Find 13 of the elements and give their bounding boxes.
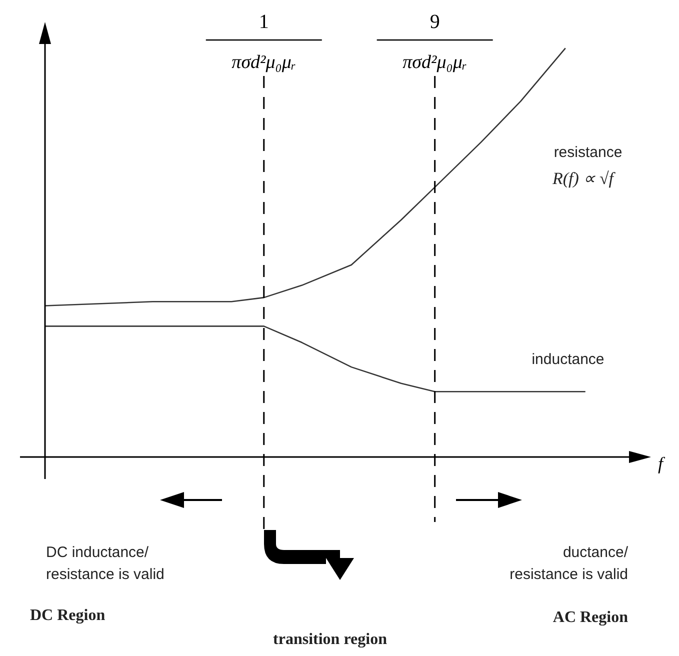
annotation: resistance [554, 144, 622, 161]
x-axis-title: f [658, 454, 666, 474]
ref-line-label: πσd²μ₀μᵣ [402, 52, 468, 73]
text: AC Region [552, 609, 628, 626]
ref-line-label: πσd²μ₀μᵣ [232, 52, 296, 73]
text: DC Region [30, 607, 106, 624]
text: ductance/ resistance is valid [510, 544, 629, 583]
x-tick-label: 9 [430, 11, 440, 33]
annotation: inductance [532, 351, 604, 368]
x-tick-label: 1 [258, 11, 269, 33]
text: DC inductance/ resistance is valid [46, 544, 164, 583]
text: transition region [273, 631, 388, 648]
annotation: R(f) ∝ √f [552, 169, 616, 188]
